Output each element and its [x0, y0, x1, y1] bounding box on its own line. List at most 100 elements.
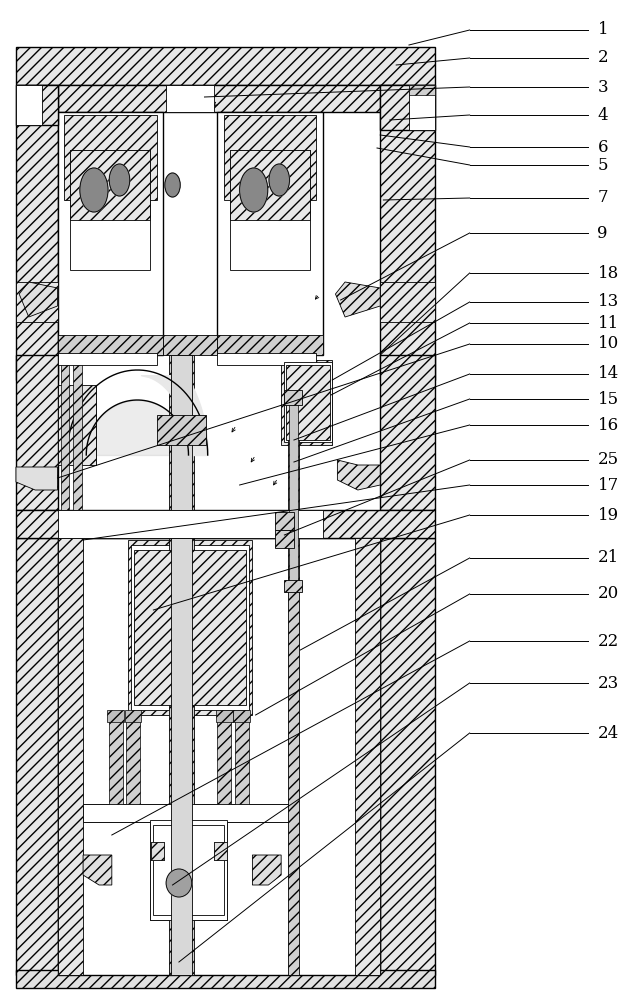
Bar [58, 385, 96, 465]
Bar [107, 710, 124, 722]
Bar [409, 85, 435, 95]
Text: 17: 17 [597, 477, 619, 493]
Bar [153, 825, 224, 915]
Bar [58, 335, 163, 355]
Bar [284, 390, 302, 405]
Bar [230, 150, 310, 220]
Bar [288, 400, 299, 585]
Bar [16, 510, 435, 538]
Bar [284, 580, 302, 592]
Polygon shape [335, 282, 380, 317]
Bar [16, 85, 58, 380]
Bar [83, 804, 297, 822]
Bar [125, 710, 141, 722]
Bar [380, 355, 435, 510]
Text: 11: 11 [597, 314, 619, 332]
Text: 16: 16 [597, 416, 619, 434]
Text: 1: 1 [597, 21, 608, 38]
Bar [73, 365, 82, 510]
Text: 14: 14 [597, 365, 619, 382]
Bar [275, 512, 294, 530]
Text: 19: 19 [597, 506, 619, 524]
Bar [217, 112, 323, 355]
Bar [380, 85, 435, 380]
Bar [235, 720, 249, 815]
Bar [126, 720, 140, 815]
Bar [131, 545, 249, 710]
Text: 23: 23 [597, 674, 619, 692]
Bar [58, 538, 380, 975]
Bar [289, 400, 298, 583]
Bar [16, 355, 58, 510]
Bar [171, 538, 192, 975]
Text: 10: 10 [597, 336, 619, 353]
Circle shape [165, 173, 180, 197]
Bar [157, 415, 206, 445]
Bar [58, 112, 163, 355]
Bar [224, 115, 316, 200]
Text: 4: 4 [597, 106, 608, 123]
Bar [217, 335, 323, 355]
Text: 9: 9 [597, 225, 608, 241]
Bar [355, 538, 380, 975]
Circle shape [240, 168, 268, 212]
Text: 13: 13 [597, 294, 619, 310]
Bar [230, 150, 310, 270]
Bar [286, 365, 330, 440]
Bar [380, 282, 435, 322]
Bar [151, 842, 164, 860]
Bar [70, 150, 150, 270]
Ellipse shape [166, 869, 192, 897]
Bar [151, 842, 164, 860]
Bar [16, 282, 58, 322]
Bar [275, 530, 294, 548]
Bar [163, 335, 217, 355]
Bar [109, 720, 123, 815]
Bar [284, 362, 332, 442]
Bar [214, 842, 227, 860]
Bar [58, 538, 83, 975]
Bar [61, 365, 69, 510]
Text: 7: 7 [597, 190, 608, 207]
Text: 24: 24 [597, 724, 619, 742]
Bar [150, 820, 227, 920]
Text: 18: 18 [597, 264, 619, 282]
Text: 20: 20 [597, 585, 619, 602]
Bar [16, 85, 42, 125]
Bar [16, 85, 58, 125]
Polygon shape [16, 467, 58, 490]
Bar [380, 85, 435, 130]
Bar [134, 550, 246, 705]
Text: 3: 3 [597, 79, 608, 96]
Bar [233, 710, 250, 722]
Text: 6: 6 [597, 138, 608, 155]
Bar [58, 353, 157, 365]
Bar [281, 360, 332, 445]
Bar [58, 85, 380, 112]
Circle shape [269, 164, 289, 196]
Bar [380, 538, 435, 975]
Text: 15: 15 [597, 390, 619, 408]
Bar [150, 820, 227, 920]
Text: 21: 21 [597, 550, 619, 566]
Bar [166, 85, 214, 112]
Bar [217, 353, 316, 365]
Bar [169, 538, 194, 975]
Polygon shape [252, 855, 281, 885]
Polygon shape [19, 282, 58, 317]
Polygon shape [83, 804, 297, 822]
Bar [16, 47, 435, 85]
Circle shape [109, 164, 130, 196]
Bar [64, 115, 157, 200]
Polygon shape [83, 855, 112, 885]
Text: 2: 2 [597, 49, 608, 66]
Bar [409, 85, 435, 130]
Circle shape [80, 168, 108, 212]
Bar [16, 970, 435, 988]
Text: 22: 22 [597, 633, 619, 650]
Text: 5: 5 [597, 156, 608, 174]
Bar [288, 585, 299, 975]
Bar [169, 355, 194, 510]
Polygon shape [337, 460, 380, 490]
Bar [217, 720, 231, 815]
